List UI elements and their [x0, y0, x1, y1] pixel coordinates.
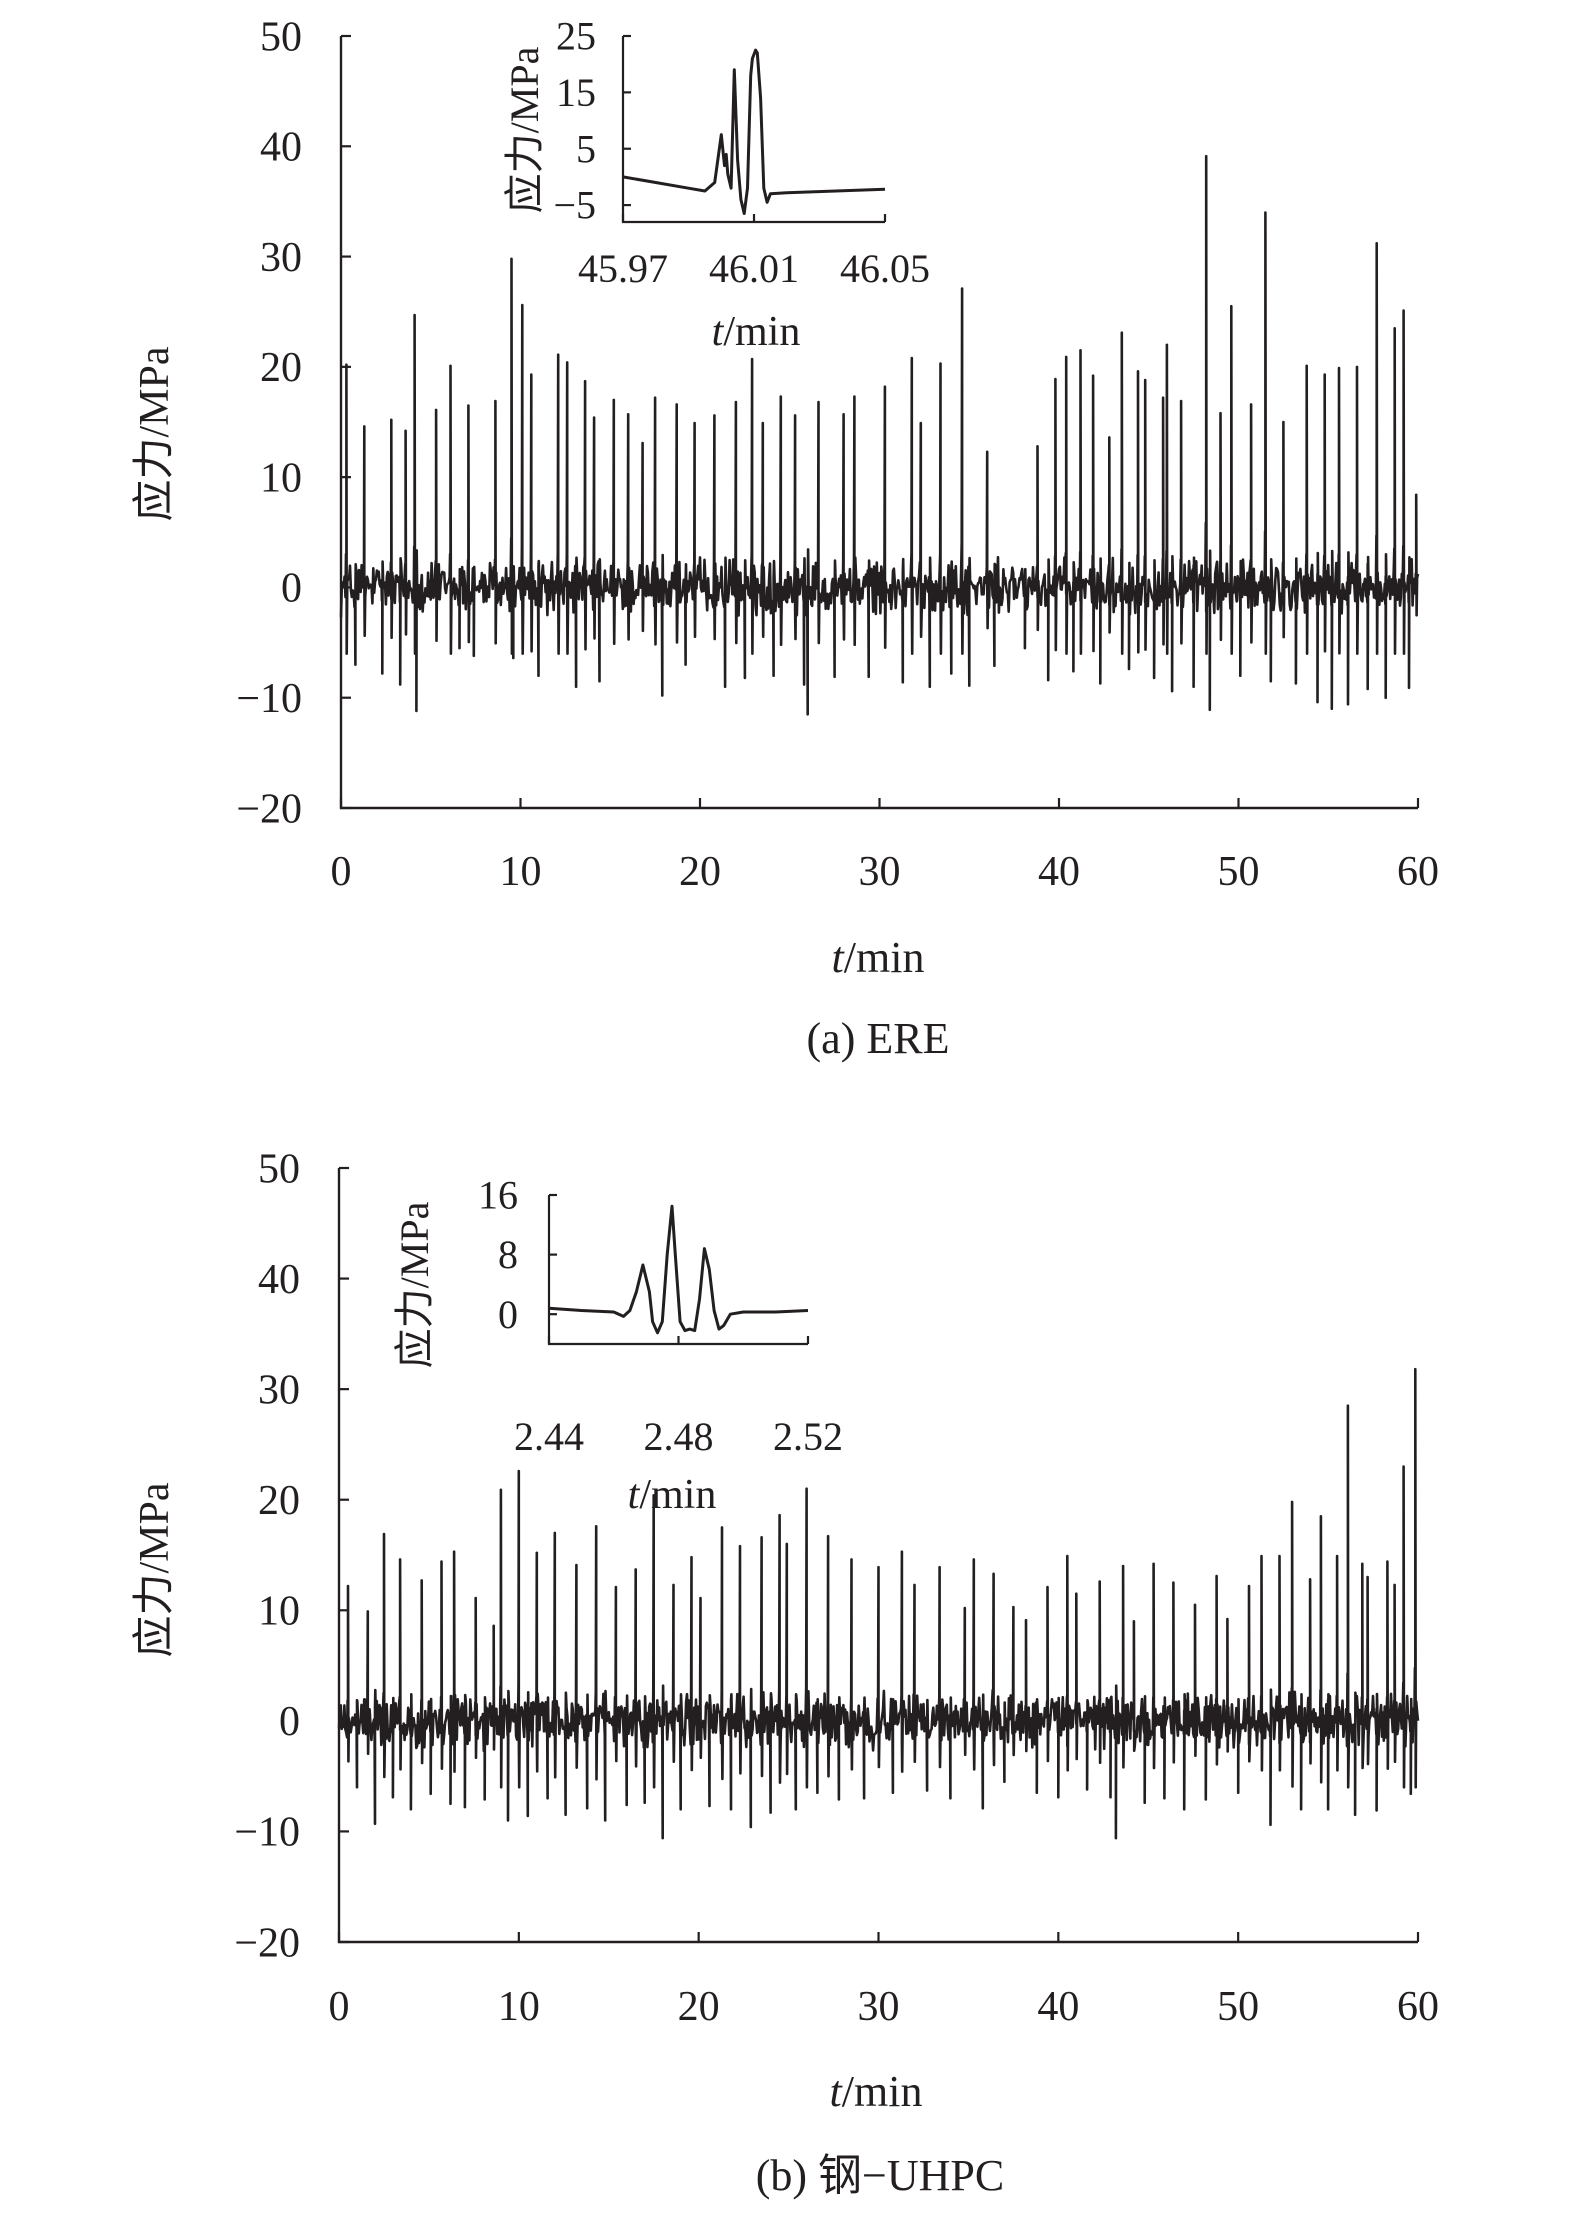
y-tick-label: 8 — [498, 1232, 518, 1277]
panel-b-inset-background — [545, 1185, 815, 1363]
x-tick-label: 0 — [329, 1984, 350, 2030]
panel-b-inset: 0 8 16 2.44 2.48 2.52 应力/MPa t/min — [392, 1173, 843, 1518]
x-tick-label: 46.01 — [709, 246, 799, 291]
y-tick-label: 25 — [556, 14, 596, 59]
y-tick-label: 0 — [281, 566, 302, 612]
panel-b-main-plot: −20 −10 0 10 20 30 40 50 0 10 20 30 40 50 60 应力/MPa t… — [131, 1146, 1439, 2200]
panel-b-y-ticks: −20 −10 0 10 20 30 40 50 — [234, 1146, 349, 1966]
y-tick-label: 40 — [260, 125, 302, 171]
panel-a-inset-stress-series — [622, 48, 886, 215]
panel-a-axes — [339, 36, 1418, 810]
panel-a-y-axis-label: 应力/MPa — [131, 346, 178, 521]
panel-a-caption: (a) ERE — [807, 1014, 950, 1063]
panel-b-x-ticks: 0 10 20 30 40 50 60 — [329, 1932, 1439, 2030]
x-tick-label: 2.48 — [644, 1414, 714, 1459]
x-tick-label: 10 — [500, 849, 542, 895]
x-tick-label: 20 — [678, 1984, 720, 2030]
y-tick-label: −10 — [234, 1810, 300, 1856]
panel-a: −20 −10 0 10 20 30 40 50 0 10 20 30 40 50 60 应力/MPa t… — [131, 14, 1439, 1063]
x-tick-label: 30 — [859, 849, 901, 895]
y-tick-label: −20 — [234, 1920, 300, 1966]
panel-a-stress-series — [339, 154, 1420, 716]
x-tick-label: 40 — [1038, 849, 1080, 895]
y-tick-label: 15 — [556, 70, 596, 115]
y-tick-label: 30 — [258, 1367, 300, 1413]
y-tick-label: 30 — [260, 235, 302, 281]
panel-b-inset-x-ticks: 2.44 2.48 2.52 — [514, 1336, 843, 1459]
x-tick-label: 60 — [1397, 849, 1439, 895]
y-tick-label: 50 — [258, 1146, 300, 1192]
y-tick-label: 40 — [258, 1257, 300, 1303]
y-tick-label: 5 — [576, 126, 596, 171]
panel-b-inset-axes — [547, 1195, 808, 1346]
panel-a-inset-axes — [621, 36, 885, 224]
panel-b-inset-stress-series — [548, 1204, 809, 1335]
panel-a-inset-background — [623, 32, 889, 240]
x-tick-label: 40 — [1037, 1984, 1079, 2030]
panel-b-caption: (b) 钢−UHPC — [756, 2151, 1005, 2200]
panel-a-inset-y-ticks: −5 5 15 25 — [553, 14, 631, 228]
x-tick-label: 46.05 — [840, 246, 930, 291]
panel-a-inset: −5 5 15 25 45.97 46.01 46.05 应力/MPa t/min — [502, 14, 930, 355]
panel-a-inset-x-axis-label: t/min — [712, 309, 801, 355]
y-tick-label: 20 — [260, 345, 302, 391]
y-tick-label: −10 — [236, 676, 302, 722]
y-tick-label: 50 — [260, 14, 302, 60]
panel-b-inset-y-ticks: 0 8 16 — [478, 1173, 557, 1337]
x-tick-label: 50 — [1218, 849, 1260, 895]
panel-a-main-plot: −20 −10 0 10 20 30 40 50 0 10 20 30 40 50 60 应力/MPa t… — [131, 14, 1439, 1063]
panel-b-stress-series — [337, 1367, 1420, 1840]
x-tick-label: 10 — [498, 1984, 540, 2030]
panel-a-y-ticks: −20 −10 0 10 20 30 40 50 — [236, 14, 351, 832]
y-tick-label: 20 — [258, 1478, 300, 1524]
y-tick-label: 10 — [258, 1589, 300, 1635]
x-tick-label: 60 — [1397, 1984, 1439, 2030]
x-tick-label: 0 — [331, 849, 352, 895]
panel-b-inset-x-axis-label: t/min — [628, 1472, 717, 1518]
panel-b-x-axis-label: t/min — [830, 2067, 923, 2116]
x-tick-label: 45.97 — [578, 246, 668, 291]
panel-b-y-axis-label: 应力/MPa — [131, 1482, 178, 1657]
panel-b: −20 −10 0 10 20 30 40 50 0 10 20 30 40 50 60 应力/MPa t… — [131, 1146, 1439, 2200]
panel-a-inset-y-axis-label: 应力/MPa — [502, 46, 547, 213]
panel-a-x-axis-label: t/min — [832, 933, 925, 982]
y-tick-label: 0 — [498, 1292, 518, 1337]
y-tick-label: 0 — [279, 1699, 300, 1745]
panel-a-inset-x-ticks: 45.97 46.01 46.05 — [578, 214, 930, 291]
y-tick-label: −5 — [553, 183, 596, 228]
x-tick-label: 50 — [1217, 1984, 1259, 2030]
y-tick-label: −20 — [236, 786, 302, 832]
y-tick-label: 16 — [478, 1173, 518, 1218]
x-tick-label: 2.52 — [773, 1414, 843, 1459]
panel-b-axes — [337, 1168, 1418, 1944]
panel-a-x-ticks: 0 10 20 30 40 50 60 — [331, 798, 1439, 895]
panel-b-inset-y-axis-label: 应力/MPa — [392, 1201, 437, 1368]
x-tick-label: 20 — [679, 849, 721, 895]
x-tick-label: 30 — [858, 1984, 900, 2030]
y-tick-label: 10 — [260, 455, 302, 501]
x-tick-label: 2.44 — [514, 1414, 584, 1459]
